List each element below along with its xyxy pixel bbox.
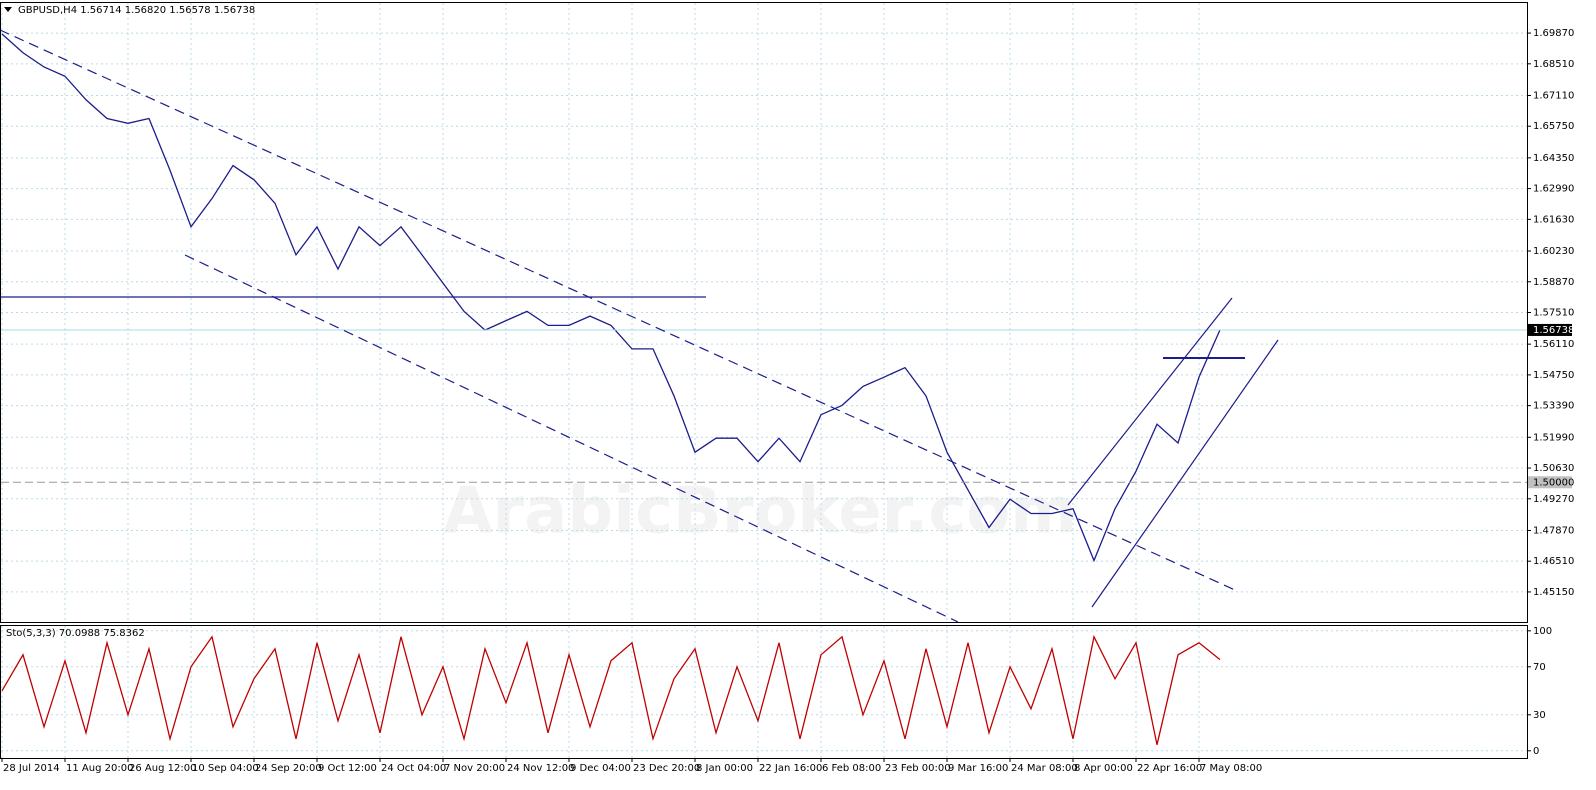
level-label: 1.50000 xyxy=(1533,477,1574,488)
x-tick-label: 6 Feb 08:00 xyxy=(822,763,881,774)
x-tick-label: 24 Oct 04:00 xyxy=(381,763,446,774)
y-tick-label: 1.65750 xyxy=(1533,121,1574,132)
x-tick-label: 22 Apr 16:00 xyxy=(1137,763,1202,774)
y-tick-label: 1.45150 xyxy=(1533,587,1574,598)
y-tick-label: 1.62990 xyxy=(1533,184,1574,195)
y-tick-label: 1.56110 xyxy=(1533,339,1574,350)
y-tick-label: 1.49270 xyxy=(1533,494,1574,505)
x-tick-label: 8 Apr 00:00 xyxy=(1074,763,1133,774)
x-tick-label: 22 Jan 16:00 xyxy=(759,763,822,774)
channel-line xyxy=(1091,339,1279,608)
y-tick-label: 0 xyxy=(1533,746,1539,757)
indicator-title: Sto(5,3,3) 70.0988 75.8362 xyxy=(6,628,145,639)
last-price-label: 1.56738 xyxy=(1533,325,1574,336)
x-tick-label: 23 Feb 00:00 xyxy=(885,763,951,774)
y-tick-label: 1.64350 xyxy=(1533,153,1574,164)
x-tick-label: 9 Oct 12:00 xyxy=(318,763,377,774)
y-tick-label: 1.61630 xyxy=(1533,214,1574,225)
x-tick-label: 10 Sep 04:00 xyxy=(192,763,259,774)
trendline xyxy=(184,254,959,623)
y-tick-label: 1.60230 xyxy=(1533,246,1574,257)
channel-line xyxy=(1067,297,1233,506)
x-tick-label: 8 Jan 00:00 xyxy=(696,763,753,774)
series-line xyxy=(1,634,1221,745)
x-tick-label: 23 Dec 20:00 xyxy=(633,763,700,774)
x-tick-label: 24 Nov 12:00 xyxy=(507,763,574,774)
y-tick-label: 1.53390 xyxy=(1533,401,1574,412)
x-tick-label: 7 May 08:00 xyxy=(1200,763,1262,774)
y-tick-label: 1.54750 xyxy=(1533,370,1574,381)
x-tick-label: 9 Dec 04:00 xyxy=(570,763,631,774)
chart-title: GBPUSD,H4 1.56714 1.56820 1.56578 1.5673… xyxy=(18,5,255,16)
last-price-box xyxy=(1528,323,1572,336)
y-tick-label: 1.68510 xyxy=(1533,59,1574,70)
y-tick-label: 1.57510 xyxy=(1533,308,1574,319)
y-tick-label: 1.51990 xyxy=(1533,432,1574,443)
x-tick-label: 9 Mar 16:00 xyxy=(948,763,1008,774)
watermark: ArabicBroker.com xyxy=(443,475,1077,549)
stochastic-panel xyxy=(0,625,1528,759)
y-tick-label: 1.46510 xyxy=(1533,556,1574,567)
y-tick-label: 30 xyxy=(1533,710,1546,721)
x-tick-label: 24 Mar 08:00 xyxy=(1011,763,1078,774)
x-tick-label: 24 Sep 20:00 xyxy=(255,763,322,774)
series-line xyxy=(1,33,1221,563)
y-tick-label: 1.47870 xyxy=(1533,525,1574,536)
y-tick-label: 100 xyxy=(1533,626,1552,637)
x-tick-label: 7 Nov 20:00 xyxy=(444,763,505,774)
trendline xyxy=(0,29,1236,591)
x-tick-label: 11 Aug 20:00 xyxy=(66,763,133,774)
y-tick-label: 1.58870 xyxy=(1533,277,1574,288)
menu-arrow xyxy=(4,7,12,12)
x-tick-label: 28 Jul 2014 xyxy=(3,763,60,774)
y-tick-label: 1.69870 xyxy=(1533,28,1574,39)
y-tick-label: 1.67110 xyxy=(1533,90,1574,101)
x-tick-label: 26 Aug 12:00 xyxy=(129,763,196,774)
y-tick-label: 1.50630 xyxy=(1533,463,1574,474)
level-label-box xyxy=(1528,476,1572,489)
y-tick-label: 70 xyxy=(1533,662,1546,673)
